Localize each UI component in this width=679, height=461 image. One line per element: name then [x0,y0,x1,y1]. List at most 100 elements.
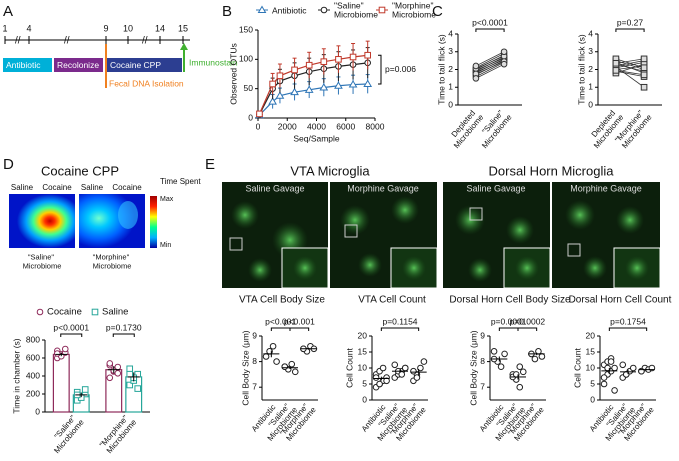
marker [619,361,627,369]
micrograph [443,182,551,289]
marker [363,79,373,87]
significance-label: p<0.001 [284,316,315,326]
phase-bar [3,58,52,72]
pair-line [475,59,505,73]
marker [640,64,648,72]
marker [61,345,69,353]
y-axis-label: Time to tail flick (s) [576,34,586,105]
significance-bracket [608,327,648,331]
y-tick-label: 8 [480,356,485,366]
significance-bracket [517,327,538,331]
marker [290,87,299,96]
phase-bar [54,58,103,72]
color-scale [150,196,157,248]
marker [490,348,498,355]
marker [114,370,122,377]
x-axis-label: Seq/Sample [293,133,340,143]
marker [269,80,276,88]
chamber-label: Saline [81,183,104,192]
y-tick-label: 8 [252,356,257,366]
y-tick-label: 5 [362,378,367,388]
marker [320,58,328,65]
y-axis-label: Observed OTUs [228,43,238,104]
y-tick-label: 7 [480,381,485,391]
y-axis-label: Time in chamber (s) [11,338,21,413]
y-axis-label: Cell Body Size (μm) [468,330,478,405]
marker [291,66,298,74]
marker [281,363,289,371]
marker [413,374,421,381]
heatmap-label: "Morphine" Microbiome [93,252,132,270]
marker [269,342,277,350]
marker [640,71,648,79]
marker [256,110,263,118]
timeline: // // // 1 4 9 10 14 15 Antibiotic Recol… [2,23,237,88]
significance-bracket [615,28,645,32]
marker [376,380,383,388]
marker [349,53,357,61]
heatmap-label: "Saline" Microbiome [23,252,62,270]
y-tick-label: 600 [26,352,40,362]
day-label: 4 [26,23,31,33]
marker [319,83,329,91]
pair-line [615,69,645,76]
marker [612,59,620,67]
significance-bracket [60,333,83,337]
significance-label: p=0.006 [385,64,416,74]
marker [472,75,480,82]
x-tick-label: 6000 [336,121,355,131]
y-axis-label: Time to tail flick (s) [436,34,446,105]
day-label: 10 [123,23,133,33]
marker [304,85,314,93]
marker [372,374,380,381]
y-tick-label: 3 [448,46,453,56]
marker [497,363,505,371]
pair-line [475,61,505,75]
significance-label: p=0.1754 [610,316,646,326]
marker [531,355,539,363]
pair-line [615,60,645,70]
x-tick-label: 4000 [307,121,326,131]
heatmaps: Cocaine CPP Saline Cocaine Saline Cocain… [9,163,201,270]
y-tick-label: 0 [588,99,593,109]
y-tick-label: 2 [448,64,453,74]
marker [410,367,417,375]
chart-title: VTA Cell Count [358,295,426,306]
marker [640,83,648,91]
scale-title: Time Spent [160,177,201,186]
y-tick-label: 0 [35,406,40,416]
y-tick-label: 150 [239,24,253,34]
day-label: 9 [103,23,108,33]
legend-marker [378,6,386,14]
significance-bracket [270,327,291,331]
y-tick-label: 0 [448,99,453,109]
marker [611,387,618,394]
y-tick-label: 9 [252,330,257,340]
endpoint-arrowhead [180,43,188,50]
micrographs: VTA Microglia Dorsal Horn Microglia Sali… [222,163,661,289]
axis-break: // [64,36,70,47]
marker [134,385,142,392]
image-label: Morphine Gavage [347,183,419,193]
chart-title: VTA Cell Body Size [239,295,325,306]
y-tick-label: 4 [448,28,453,38]
panel-label: D [3,156,14,173]
legend-label: Saline [102,307,128,318]
y-tick-label: 0 [362,394,367,404]
legend-marker [91,308,99,316]
marker [516,363,524,371]
significance-bracket [112,333,135,337]
x-tick-label: 2000 [278,121,297,131]
scale-min: Min [160,242,171,249]
day-label: 1 [2,23,7,33]
image-group-title: VTA Microglia [290,163,370,178]
chamber-label: Cocaine [112,183,142,192]
pair-line [475,62,505,77]
x-tick-label: 8000 [366,121,385,131]
marker [420,358,428,365]
event-label: Fecal DNA Isolation [109,78,184,88]
pair-line [615,58,645,69]
marker [600,374,608,381]
marker [291,368,299,376]
y-tick-label: 400 [26,370,40,380]
